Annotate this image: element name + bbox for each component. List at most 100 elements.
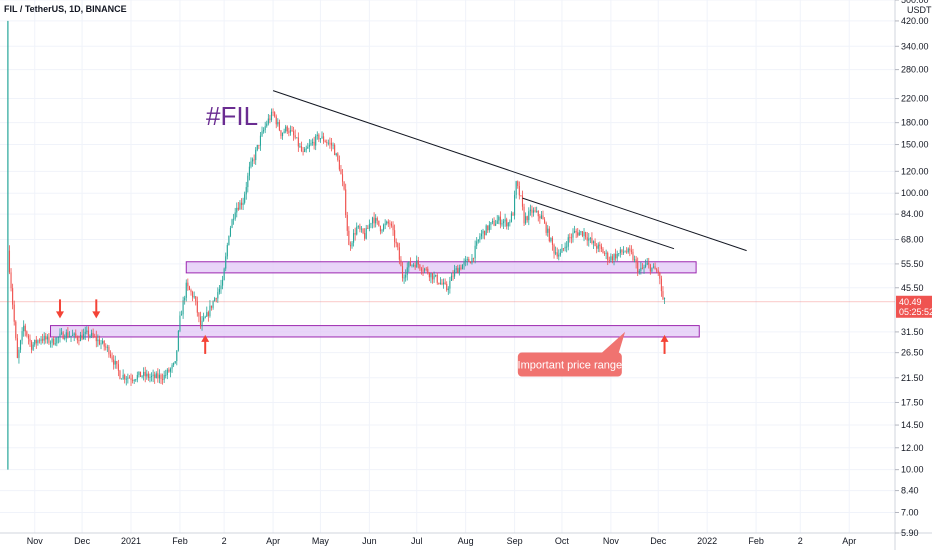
x-tick-label: Aug [458, 536, 474, 546]
candle-body [484, 230, 486, 236]
annotation-text: Important price range [518, 360, 623, 372]
candle-body [147, 373, 149, 378]
candle-body [548, 228, 550, 242]
candle-body [523, 206, 525, 224]
candle-body [379, 225, 381, 232]
candle-body [31, 341, 33, 350]
candle-body [660, 278, 662, 292]
candle-body [283, 131, 285, 133]
candle-body [499, 216, 501, 225]
candle-body [406, 267, 408, 275]
candle-body [624, 251, 626, 253]
price-range-box[interactable] [185, 261, 697, 274]
candle-body [509, 221, 511, 223]
candle-body [130, 378, 132, 381]
candle-body [291, 130, 293, 132]
candle-body [420, 268, 423, 271]
candle-body [244, 194, 246, 203]
candle-body [604, 253, 606, 255]
candle-body [657, 270, 659, 273]
candle-body [198, 312, 200, 317]
annotation: Important price range [517, 331, 626, 377]
candle-body [443, 282, 445, 285]
candle-body [280, 130, 282, 137]
candle-body [222, 280, 224, 286]
candle-body [296, 137, 298, 139]
y-tick-label: 10.00 [901, 465, 924, 475]
candle-body [326, 142, 328, 143]
bar-countdown: 05:25:52 [899, 307, 932, 317]
y-tick-label: 26.50 [901, 348, 924, 358]
candle-body [27, 335, 29, 339]
candle-body [640, 267, 642, 271]
candle-body [15, 321, 17, 339]
price-axis[interactable]: 500.00 420.00 340.00 280.00 220.00 180.00 150.… [895, 0, 932, 538]
candle-body [98, 339, 100, 345]
candle-body [289, 130, 291, 133]
candle-body [409, 261, 411, 266]
candle-body [207, 312, 209, 316]
candle-body [482, 230, 484, 234]
candle-body [242, 202, 244, 206]
candle-body [308, 144, 310, 147]
candle-body [390, 223, 393, 226]
candle-body [294, 135, 296, 138]
y-tick-label: 17.50 [901, 397, 924, 407]
candle-body [46, 336, 48, 340]
candle-body [570, 237, 572, 239]
candle-body [553, 244, 555, 254]
candle-body [45, 335, 47, 340]
candle-body [357, 226, 359, 227]
candle-body [48, 336, 50, 343]
candle-body [651, 267, 653, 272]
candle-body [177, 331, 179, 351]
candle-body [188, 286, 190, 290]
candle-body [133, 380, 135, 381]
candle-body [51, 338, 53, 343]
candle-body [128, 377, 130, 379]
callout-box[interactable] [517, 352, 622, 377]
price-range-box[interactable] [50, 325, 700, 338]
candle-body [138, 371, 140, 375]
candle-body [637, 262, 639, 272]
candle-body [343, 181, 345, 190]
candle-body [299, 146, 301, 147]
candle-body [206, 312, 208, 317]
candle-body [165, 374, 167, 376]
candle-body [67, 332, 69, 338]
trendline[interactable] [522, 197, 675, 250]
candle-body [117, 364, 119, 371]
candle-body [428, 273, 430, 278]
candle-body [163, 374, 165, 380]
candle-body [143, 371, 145, 376]
x-tick-label: Jul [411, 536, 423, 546]
y-tick-label: 220.00 [901, 94, 929, 104]
candle-body [532, 210, 535, 213]
candle-body [345, 189, 347, 216]
candle-body [340, 169, 342, 175]
candle-body [567, 237, 569, 247]
candle-body [103, 341, 105, 347]
candle-body [413, 264, 415, 266]
candle-body [597, 244, 599, 249]
candle-body [274, 112, 276, 117]
y-tick-label: 120.00 [901, 166, 929, 176]
trendline[interactable] [272, 90, 747, 252]
candle-body [124, 374, 126, 380]
y-tick-label: 21.50 [901, 373, 924, 383]
candle-body [255, 149, 257, 161]
x-tick-label: Feb [748, 536, 764, 546]
arrow-up-icon [201, 334, 210, 354]
y-tick-label: 55.50 [901, 259, 924, 269]
candle-body [42, 339, 44, 341]
time-axis[interactable]: Nov Dec 2021 Feb 2 Apr May Jun Jul Aug Sep Oct Nov De… [27, 536, 857, 546]
x-tick-label: Nov [603, 536, 620, 546]
candle-body [87, 330, 89, 336]
candle-body [113, 359, 115, 365]
candle-body [528, 211, 530, 221]
candle-body [575, 230, 577, 233]
candle-body [353, 233, 355, 243]
x-tick-label: Oct [555, 536, 570, 546]
candle-body [237, 207, 239, 210]
